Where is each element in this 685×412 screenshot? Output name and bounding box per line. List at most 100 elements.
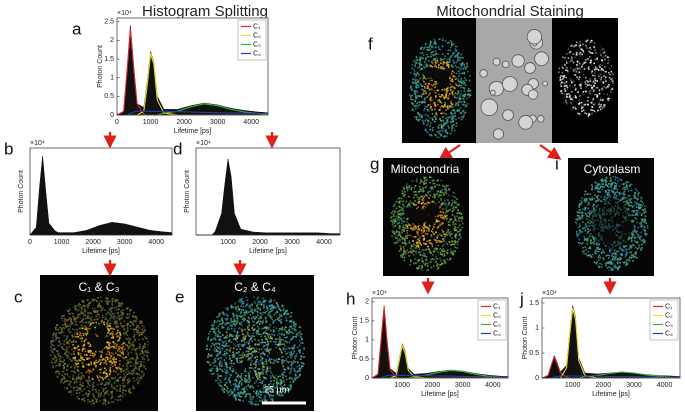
pixel xyxy=(263,312,265,314)
pixel xyxy=(109,342,111,344)
pixel xyxy=(111,391,113,393)
pixel xyxy=(81,307,83,309)
pixel xyxy=(397,213,399,215)
pixel xyxy=(73,371,75,373)
pixel xyxy=(403,196,405,198)
pixel xyxy=(278,335,280,337)
pixel xyxy=(222,327,224,329)
pixel xyxy=(619,179,621,181)
pixel xyxy=(63,376,65,378)
pixel xyxy=(139,334,141,336)
right-title: Mitochondrial Staining xyxy=(436,3,584,20)
pixel xyxy=(435,256,437,258)
pixel xyxy=(224,351,226,353)
pixel xyxy=(69,384,71,386)
pixel xyxy=(97,384,99,386)
pixel xyxy=(406,230,408,232)
pixel xyxy=(446,193,448,195)
pixel xyxy=(127,381,129,383)
pixel xyxy=(437,235,439,237)
pixel xyxy=(441,189,443,191)
pixel xyxy=(216,355,218,357)
pixel xyxy=(119,360,121,362)
pixel xyxy=(224,378,226,380)
pixel xyxy=(267,341,269,343)
pixel xyxy=(253,316,255,318)
pixel xyxy=(279,339,281,341)
pixel xyxy=(455,237,457,239)
pixel xyxy=(431,188,433,190)
pixel xyxy=(581,215,583,217)
pixel xyxy=(230,362,232,364)
pixel xyxy=(614,186,616,188)
pixel xyxy=(287,356,289,358)
pixel xyxy=(437,192,439,194)
pixel xyxy=(109,361,111,363)
pixel xyxy=(450,50,452,52)
pixel xyxy=(119,332,121,334)
pixel xyxy=(433,226,435,228)
pixel xyxy=(616,183,618,185)
pixel xyxy=(249,321,251,323)
pixel xyxy=(57,376,59,378)
pixel xyxy=(226,334,228,336)
pixel xyxy=(273,314,275,316)
pixel xyxy=(226,323,228,325)
pixel xyxy=(105,316,107,318)
pixel xyxy=(419,116,421,118)
pixel xyxy=(143,326,145,328)
pixel xyxy=(298,332,300,334)
pixel xyxy=(610,218,612,220)
pixel xyxy=(72,336,74,338)
pixel xyxy=(616,212,618,214)
pixel xyxy=(74,333,76,335)
pixel xyxy=(88,321,90,323)
pixel xyxy=(413,229,415,231)
pixel xyxy=(256,395,258,397)
pixel xyxy=(74,359,76,361)
pixel xyxy=(72,322,74,324)
pixel xyxy=(588,254,590,256)
pixel xyxy=(619,265,621,267)
pixel xyxy=(257,404,259,406)
pixel xyxy=(242,333,244,335)
pixel xyxy=(636,212,638,214)
pixel xyxy=(106,393,108,395)
pixel xyxy=(232,392,234,394)
pixel xyxy=(266,374,268,376)
pixel xyxy=(249,367,251,369)
pixel xyxy=(213,373,215,375)
pixel xyxy=(626,209,628,211)
pixel xyxy=(90,401,92,403)
pixel xyxy=(284,360,286,362)
pixel xyxy=(628,259,630,261)
pixel xyxy=(236,310,238,312)
pixel xyxy=(85,393,87,395)
pixel xyxy=(241,378,243,380)
pixel xyxy=(401,219,403,221)
pixel xyxy=(258,300,260,302)
pixel xyxy=(125,356,127,358)
pixel xyxy=(282,373,284,375)
pixel xyxy=(225,345,227,347)
pixel xyxy=(644,205,646,207)
pixel xyxy=(424,264,426,266)
pixel xyxy=(103,395,105,397)
pixel xyxy=(106,322,108,324)
pixel xyxy=(283,310,285,312)
pixel xyxy=(91,371,93,373)
pixel xyxy=(425,43,427,45)
pixel xyxy=(449,225,451,227)
pixel xyxy=(451,244,453,246)
pixel xyxy=(265,359,267,361)
pixel xyxy=(73,390,75,392)
pixel xyxy=(53,333,55,335)
pixel xyxy=(85,322,87,324)
pixel xyxy=(111,355,113,357)
pixel xyxy=(428,249,430,251)
pixel xyxy=(419,182,421,184)
pixel xyxy=(80,360,82,362)
pixel xyxy=(251,399,253,401)
pixel xyxy=(113,346,115,348)
pixel xyxy=(146,338,148,340)
